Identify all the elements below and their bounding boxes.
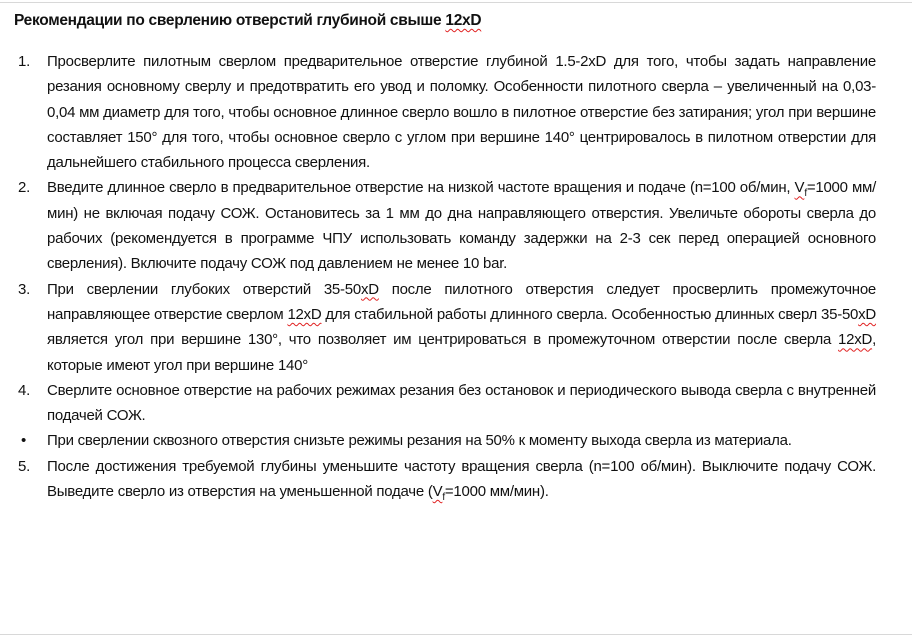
text-run: , которые имеют угол при вершине 140° xyxy=(47,331,876,374)
spellcheck-word: 12xD xyxy=(445,12,482,29)
text-run: Рекомендации по сверлению отверстий глуб… xyxy=(14,12,446,29)
list-number: 3. xyxy=(18,280,31,298)
list-number: 5. xyxy=(18,457,31,475)
text-run: =1000 мм/мин) не включая подачу СОЖ. Ост… xyxy=(47,179,876,273)
table-border-top xyxy=(0,2,912,3)
subscript: f xyxy=(442,492,445,504)
list-item: 4. Сверлите основное отверстие на рабочих… xyxy=(14,378,876,429)
spellcheck-word: 12xD xyxy=(287,305,322,323)
list-item: • При сверлении сквозного отверстия снизь… xyxy=(14,428,876,453)
document-title: Рекомендации по сверлению отверстий глуб… xyxy=(14,12,482,30)
list-item: 5. После достижения требуемой глубины уме… xyxy=(14,454,876,505)
list-item: 3. При сверлении глубоких отверстий 35-50… xyxy=(14,277,876,378)
text-run: является угол при вершине 130°, что позв… xyxy=(47,331,839,349)
list-number: 4. xyxy=(18,381,31,399)
spellcheck-word: V xyxy=(794,179,805,197)
list-item: 1. Просверлите пилотным сверлом предварит… xyxy=(14,49,876,175)
subscript: f xyxy=(804,188,807,200)
text-run: После достижения требуемой глубины умень… xyxy=(47,457,876,501)
text-run: При сверлении глубоких отверстий 35-50 xyxy=(47,280,361,298)
spellcheck-word: V xyxy=(432,483,443,501)
list-number: 2. xyxy=(18,179,31,197)
spellcheck-word: xD xyxy=(858,305,876,323)
text-run: Просверлите пилотным сверлом предварител… xyxy=(47,53,876,172)
text-run: для стабильной работы длинного сверла. О… xyxy=(321,305,859,323)
text-run: после пилотного отверстия следует просве… xyxy=(47,280,877,323)
list-number: 1. xyxy=(18,53,31,70)
text-run: Введите длинное сверло в предварительное… xyxy=(47,179,795,197)
text-run: При сверлении сквозного отверстия снизьт… xyxy=(47,432,792,450)
table-border-bottom xyxy=(0,634,912,635)
spellcheck-word: xD xyxy=(360,280,379,298)
bullet-marker: • xyxy=(21,432,27,450)
text-run: =1000 мм/мин). xyxy=(444,483,549,501)
list-item: 2. Введите длинное сверло в предварительн… xyxy=(14,175,876,276)
spellcheck-word: 12xD xyxy=(838,331,873,349)
instruction-list: 1. Просверлите пилотным сверлом предварит… xyxy=(14,49,876,504)
text-run: Сверлите основное отверстие на рабочих р… xyxy=(47,381,876,425)
